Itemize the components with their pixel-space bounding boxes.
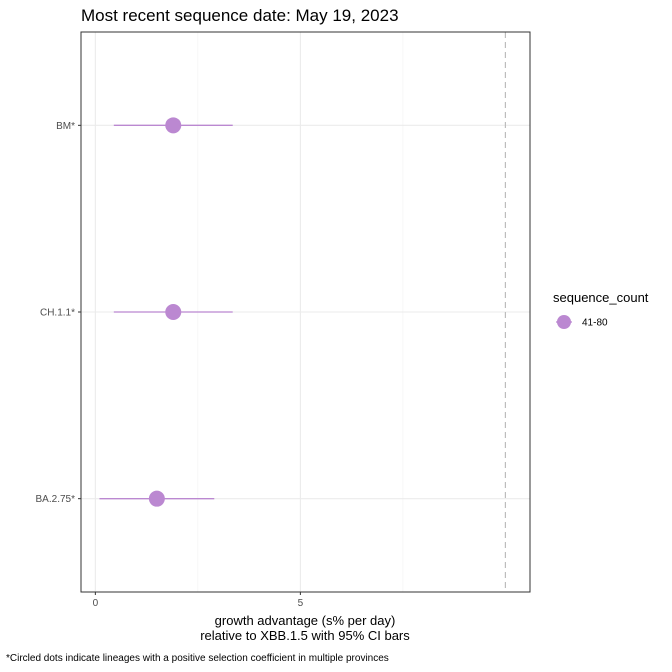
data-marks — [99, 117, 233, 507]
legend-items: 41-80 — [556, 315, 608, 329]
legend-title: sequence_count — [553, 290, 649, 305]
x-axis-label-line2: relative to XBB.1.5 with 95% CI bars — [200, 628, 410, 643]
legend-key-dot — [557, 315, 571, 329]
data-point — [165, 304, 182, 320]
y-tick-label: BA.2.75* — [36, 494, 76, 505]
data-point — [148, 490, 165, 507]
x-tick-label: 0 — [93, 598, 99, 609]
x-axis-label-line1: growth advantage (s% per day) — [215, 613, 396, 628]
chart-caption: *Circled dots indicate lineages with a p… — [6, 653, 389, 664]
y-axis: BM* CH.1.1* BA.2.75* — [36, 121, 81, 505]
legend: sequence_count 41-80 — [553, 290, 649, 329]
plot-panel — [80, 31, 531, 593]
legend-item-label: 41-80 — [582, 318, 608, 329]
y-tick-label: CH.1.1* — [40, 308, 75, 319]
x-tick-label: 5 — [298, 598, 304, 609]
data-point — [165, 117, 182, 134]
y-tick-label: BM* — [56, 121, 75, 132]
chart-title: Most recent sequence date: May 19, 2023 — [81, 6, 399, 25]
